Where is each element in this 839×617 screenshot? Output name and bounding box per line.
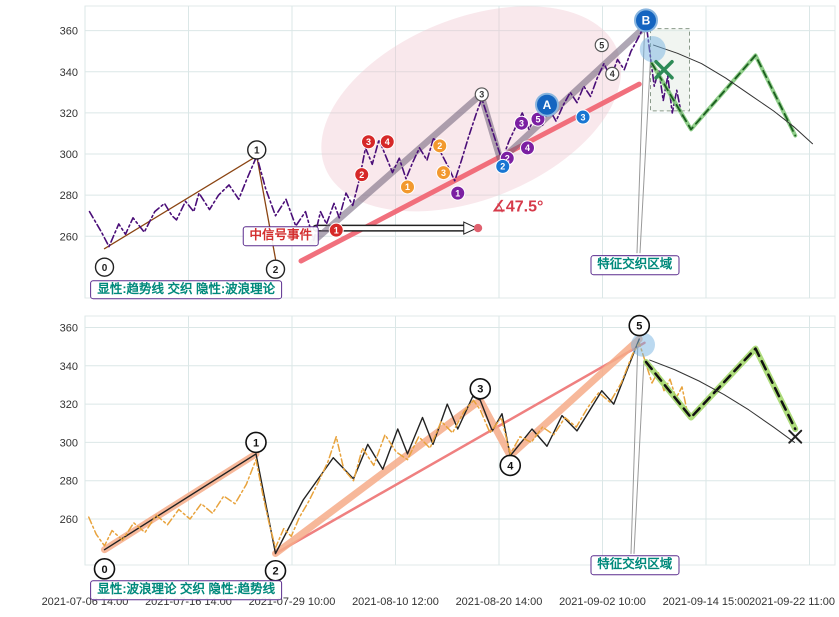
y-tick-label: 260 bbox=[60, 231, 78, 243]
sub-wave-red-2-label: 2 bbox=[359, 170, 364, 180]
y-tick-label: 340 bbox=[60, 361, 78, 373]
highlight-region-ellipse bbox=[321, 6, 622, 212]
forecast-arc bbox=[653, 44, 813, 145]
wave-3-marker bbox=[469, 377, 492, 400]
sub-wave-blue-3-label: 3 bbox=[580, 112, 585, 122]
y-tick-label: 360 bbox=[60, 322, 78, 334]
sub-wave-blue-2 bbox=[495, 158, 511, 174]
wave-1-marker bbox=[245, 431, 267, 454]
x-tick-label: 2021-07-29 10:00 bbox=[249, 596, 336, 608]
leader-line-2 bbox=[639, 58, 651, 254]
sub-wave-purple-4 bbox=[520, 140, 535, 156]
sub-wave-white-4 bbox=[605, 66, 620, 81]
peak-glow bbox=[639, 36, 666, 63]
x-tick-label: 2021-08-20 14:00 bbox=[456, 596, 543, 608]
y-tick-label: 320 bbox=[60, 108, 78, 120]
wave-A-marker-label: A bbox=[543, 98, 552, 112]
leader-line-1 bbox=[630, 346, 639, 555]
sub-wave-white-4-label: 4 bbox=[610, 69, 615, 79]
leader-line-1 bbox=[636, 30, 645, 254]
sub-wave-red-1-label: 1 bbox=[334, 225, 339, 235]
y-tick-label: 280 bbox=[60, 190, 78, 202]
sub-wave-white-3 bbox=[474, 87, 489, 102]
wave-5-marker-label: 5 bbox=[636, 321, 642, 333]
implicit-trendline bbox=[274, 341, 646, 555]
forecast-arc bbox=[649, 359, 795, 443]
sub-wave-purple-1-label: 1 bbox=[455, 188, 460, 198]
wave-1-marker-label: 1 bbox=[254, 146, 260, 157]
x-tick-label: 2021-09-14 15:00 bbox=[663, 596, 750, 608]
wave-5-marker bbox=[628, 314, 651, 337]
sub-wave-white-5-label: 5 bbox=[599, 40, 604, 50]
wave-4-marker-label: 4 bbox=[507, 460, 514, 472]
end-x-mark bbox=[788, 429, 803, 444]
sub-wave-orange-3-label: 3 bbox=[441, 168, 446, 178]
y-tick-label: 260 bbox=[60, 514, 78, 526]
y-tick-label: 300 bbox=[60, 149, 78, 161]
wave-0-marker-label: 0 bbox=[101, 564, 107, 576]
forecast-black-dash bbox=[644, 347, 797, 431]
sub-wave-red-4-label: 4 bbox=[385, 137, 390, 147]
sub-wave-red-3 bbox=[361, 134, 376, 150]
sub-wave-red-3-label: 3 bbox=[366, 137, 371, 147]
sub-wave-purple-5-label: 5 bbox=[535, 114, 540, 124]
x-tick-label: 2021-07-16 14:00 bbox=[145, 596, 232, 608]
angle-vertex-dot bbox=[473, 223, 483, 233]
y-tick-label: 300 bbox=[60, 437, 78, 449]
sub-wave-purple-1 bbox=[450, 185, 466, 201]
reversal-x-mark bbox=[654, 59, 674, 80]
wave-1-marker bbox=[247, 140, 267, 160]
wave-4-marker bbox=[499, 454, 522, 477]
wave-2-marker-label: 2 bbox=[273, 265, 279, 276]
trendline-0-1 bbox=[103, 155, 258, 250]
peak-glow bbox=[631, 332, 655, 357]
x-tick-label: 2021-09-02 10:00 bbox=[559, 596, 646, 608]
forecast-green-dark-dash bbox=[651, 54, 797, 137]
wave-3-marker-label: 3 bbox=[477, 384, 483, 396]
y-tick-label: 340 bbox=[60, 67, 78, 79]
x-tick-label: 2021-08-10 12:00 bbox=[352, 596, 439, 608]
wave-highlight-2-5 bbox=[272, 335, 643, 558]
sub-wave-purple-3-label: 3 bbox=[519, 118, 524, 128]
sub-wave-red-1 bbox=[328, 222, 344, 238]
sub-wave-purple-2-label: 2 bbox=[505, 153, 510, 163]
price-line-orange bbox=[88, 342, 688, 549]
wave-2-marker-label: 2 bbox=[272, 566, 278, 578]
wave-B-marker-label: B bbox=[642, 14, 651, 28]
y-tick-label: 360 bbox=[60, 26, 78, 38]
wave-1-marker-label: 1 bbox=[253, 437, 259, 449]
sub-wave-orange-2 bbox=[432, 138, 448, 154]
wave-2-marker bbox=[265, 259, 286, 279]
sub-wave-purple-3 bbox=[514, 115, 529, 131]
wave-0-marker bbox=[94, 257, 115, 277]
angle-label: ∡47.5° bbox=[492, 199, 544, 216]
sub-wave-purple-4-label: 4 bbox=[525, 143, 530, 153]
y-tick-label: 320 bbox=[60, 399, 78, 411]
sub-wave-orange-2-label: 2 bbox=[437, 141, 442, 151]
sub-wave-blue-3 bbox=[575, 109, 591, 125]
angle-baseline-arrow-head bbox=[463, 221, 478, 235]
sub-wave-blue-2-label: 2 bbox=[500, 162, 505, 172]
sub-wave-red-4 bbox=[379, 134, 395, 150]
plot-frame bbox=[84, 315, 836, 566]
y-tick-label: 280 bbox=[60, 476, 78, 488]
impulse-overlay bbox=[309, 23, 649, 246]
sub-wave-red-2 bbox=[354, 167, 370, 183]
sub-wave-orange-1 bbox=[400, 179, 415, 195]
sub-wave-orange-3 bbox=[436, 165, 451, 181]
price-line-purple bbox=[88, 21, 683, 248]
sub-wave-white-5 bbox=[594, 37, 609, 53]
sub-wave-white-3-label: 3 bbox=[479, 90, 484, 100]
x-tick-label: 2021-09-22 11:00 bbox=[749, 596, 835, 608]
sub-wave-orange-1-label: 1 bbox=[405, 182, 410, 192]
wave-line-black bbox=[103, 338, 640, 555]
wave-0-marker-label: 0 bbox=[102, 263, 108, 274]
wave-0-marker bbox=[93, 558, 116, 580]
leader-line-2 bbox=[633, 363, 645, 555]
x-tick-label: 2021-07-06 14:00 bbox=[42, 596, 129, 608]
wave-B-marker bbox=[634, 8, 658, 33]
wave-A-marker bbox=[535, 92, 559, 117]
